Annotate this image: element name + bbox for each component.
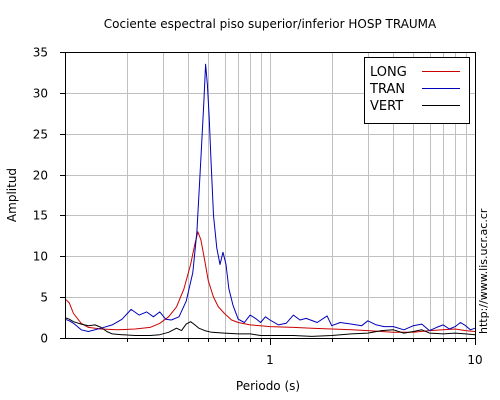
y-tick-label: 0 xyxy=(40,332,48,346)
series-line-long xyxy=(64,231,476,333)
y-tick-label: 20 xyxy=(33,169,48,183)
x-axis-label: Periodo (s) xyxy=(236,379,300,393)
series-line-vert xyxy=(64,317,476,337)
legend-box xyxy=(364,57,470,124)
y-tick-label: 10 xyxy=(33,250,48,264)
y-tick-label: 5 xyxy=(40,291,48,305)
chart-title: Cociente espectral piso superior/inferio… xyxy=(104,17,437,31)
axis-ticks: 1 10 0 5 10 15 20 25 30 35 xyxy=(33,46,483,368)
source-credit: http://www.lis.ucr.ac.cr xyxy=(477,208,490,334)
legend-label-tran: TRAN xyxy=(369,82,405,97)
x-tick-label: 10 xyxy=(467,353,482,367)
y-tick-label: 30 xyxy=(33,87,48,101)
y-tick-label: 35 xyxy=(33,46,48,60)
y-axis-label: Amplitud xyxy=(5,168,19,222)
legend-label-vert: VERT xyxy=(370,99,403,114)
series-line-tran xyxy=(64,63,476,332)
legend-label-long: LONG xyxy=(370,65,407,80)
y-tick-label: 15 xyxy=(33,209,48,223)
legend: LONG TRAN VERT xyxy=(364,57,470,124)
y-tick-label: 25 xyxy=(33,128,48,142)
x-tick-label: 1 xyxy=(266,353,274,367)
plot-series xyxy=(64,63,476,337)
